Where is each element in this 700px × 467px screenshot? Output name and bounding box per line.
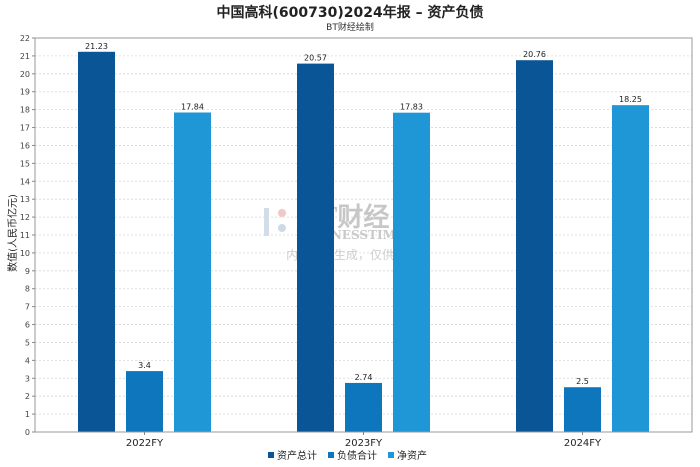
bar (612, 105, 649, 432)
y-tick-label: 7 (25, 303, 30, 312)
bar (126, 371, 163, 432)
x-tick-label: 2024FY (564, 438, 602, 449)
data-label: 2.74 (355, 373, 373, 382)
watermark-logo-bar (264, 208, 269, 236)
watermark-logo-dot (278, 209, 286, 217)
bar (78, 51, 115, 432)
y-tick-label: 8 (25, 285, 30, 294)
y-axis-label: 数值(人民币亿元) (6, 194, 19, 272)
y-tick-label: 16 (20, 141, 30, 150)
legend-swatch (328, 452, 334, 458)
y-tick-label: 2 (25, 392, 30, 401)
bar (345, 382, 382, 432)
y-tick-label: 1 (25, 410, 30, 419)
y-tick-label: 20 (20, 70, 30, 79)
y-tick-label: 9 (25, 267, 30, 276)
bar (393, 112, 430, 432)
legend-item: 负债合计 (337, 449, 377, 462)
legend-swatch (388, 452, 394, 458)
bar (516, 60, 553, 432)
data-label: 20.57 (304, 54, 327, 63)
data-label: 2.5 (576, 377, 589, 386)
y-tick-label: 12 (20, 213, 30, 222)
axes: 0123456789101112131415161718192021222022… (20, 34, 693, 449)
y-tick-label: 13 (20, 195, 30, 204)
chart-subtitle: BT财经绘制 (326, 23, 374, 33)
bars (78, 51, 649, 433)
data-labels: 21.23 3.4 17.84 20.57 2.74 17.83 20.76 2.5 18.25 (85, 42, 642, 386)
data-label: 18.25 (619, 95, 642, 104)
legend: 资产总计 负债合计 净资产 (268, 449, 427, 462)
chart-title: 中国高科(600730)2024年报 – 资产负债 (216, 5, 484, 21)
y-tick-label: 6 (25, 321, 30, 330)
bar (297, 63, 334, 433)
y-tick-label: 4 (25, 356, 30, 365)
y-tick-label: 22 (20, 34, 30, 43)
data-label: 3.4 (138, 361, 151, 370)
bar (174, 112, 211, 432)
y-tick-label: 14 (20, 177, 30, 186)
data-label: 21.23 (85, 42, 108, 51)
y-tick-label: 10 (20, 249, 30, 258)
bar (564, 387, 601, 432)
legend-item: 资产总计 (277, 449, 317, 462)
data-label: 20.76 (523, 50, 546, 59)
y-tick-label: 21 (20, 52, 30, 61)
y-tick-label: 11 (20, 231, 30, 240)
y-tick-label: 19 (20, 88, 30, 97)
y-tick-label: 3 (25, 374, 30, 383)
y-tick-label: 0 (25, 428, 30, 437)
legend-item: 净资产 (397, 449, 427, 462)
data-label: 17.84 (181, 103, 204, 112)
y-tick-label: 17 (20, 124, 30, 133)
y-tick-label: 15 (20, 159, 30, 168)
watermark-logo-dot (278, 224, 286, 232)
y-tick-label: 5 (25, 338, 30, 347)
legend-swatch (268, 452, 274, 458)
x-tick-label: 2022FY (126, 438, 164, 449)
x-tick-label: 2023FY (345, 438, 383, 449)
data-label: 17.83 (400, 103, 423, 112)
grid-lines (35, 55, 692, 415)
y-tick-label: 18 (20, 106, 30, 115)
